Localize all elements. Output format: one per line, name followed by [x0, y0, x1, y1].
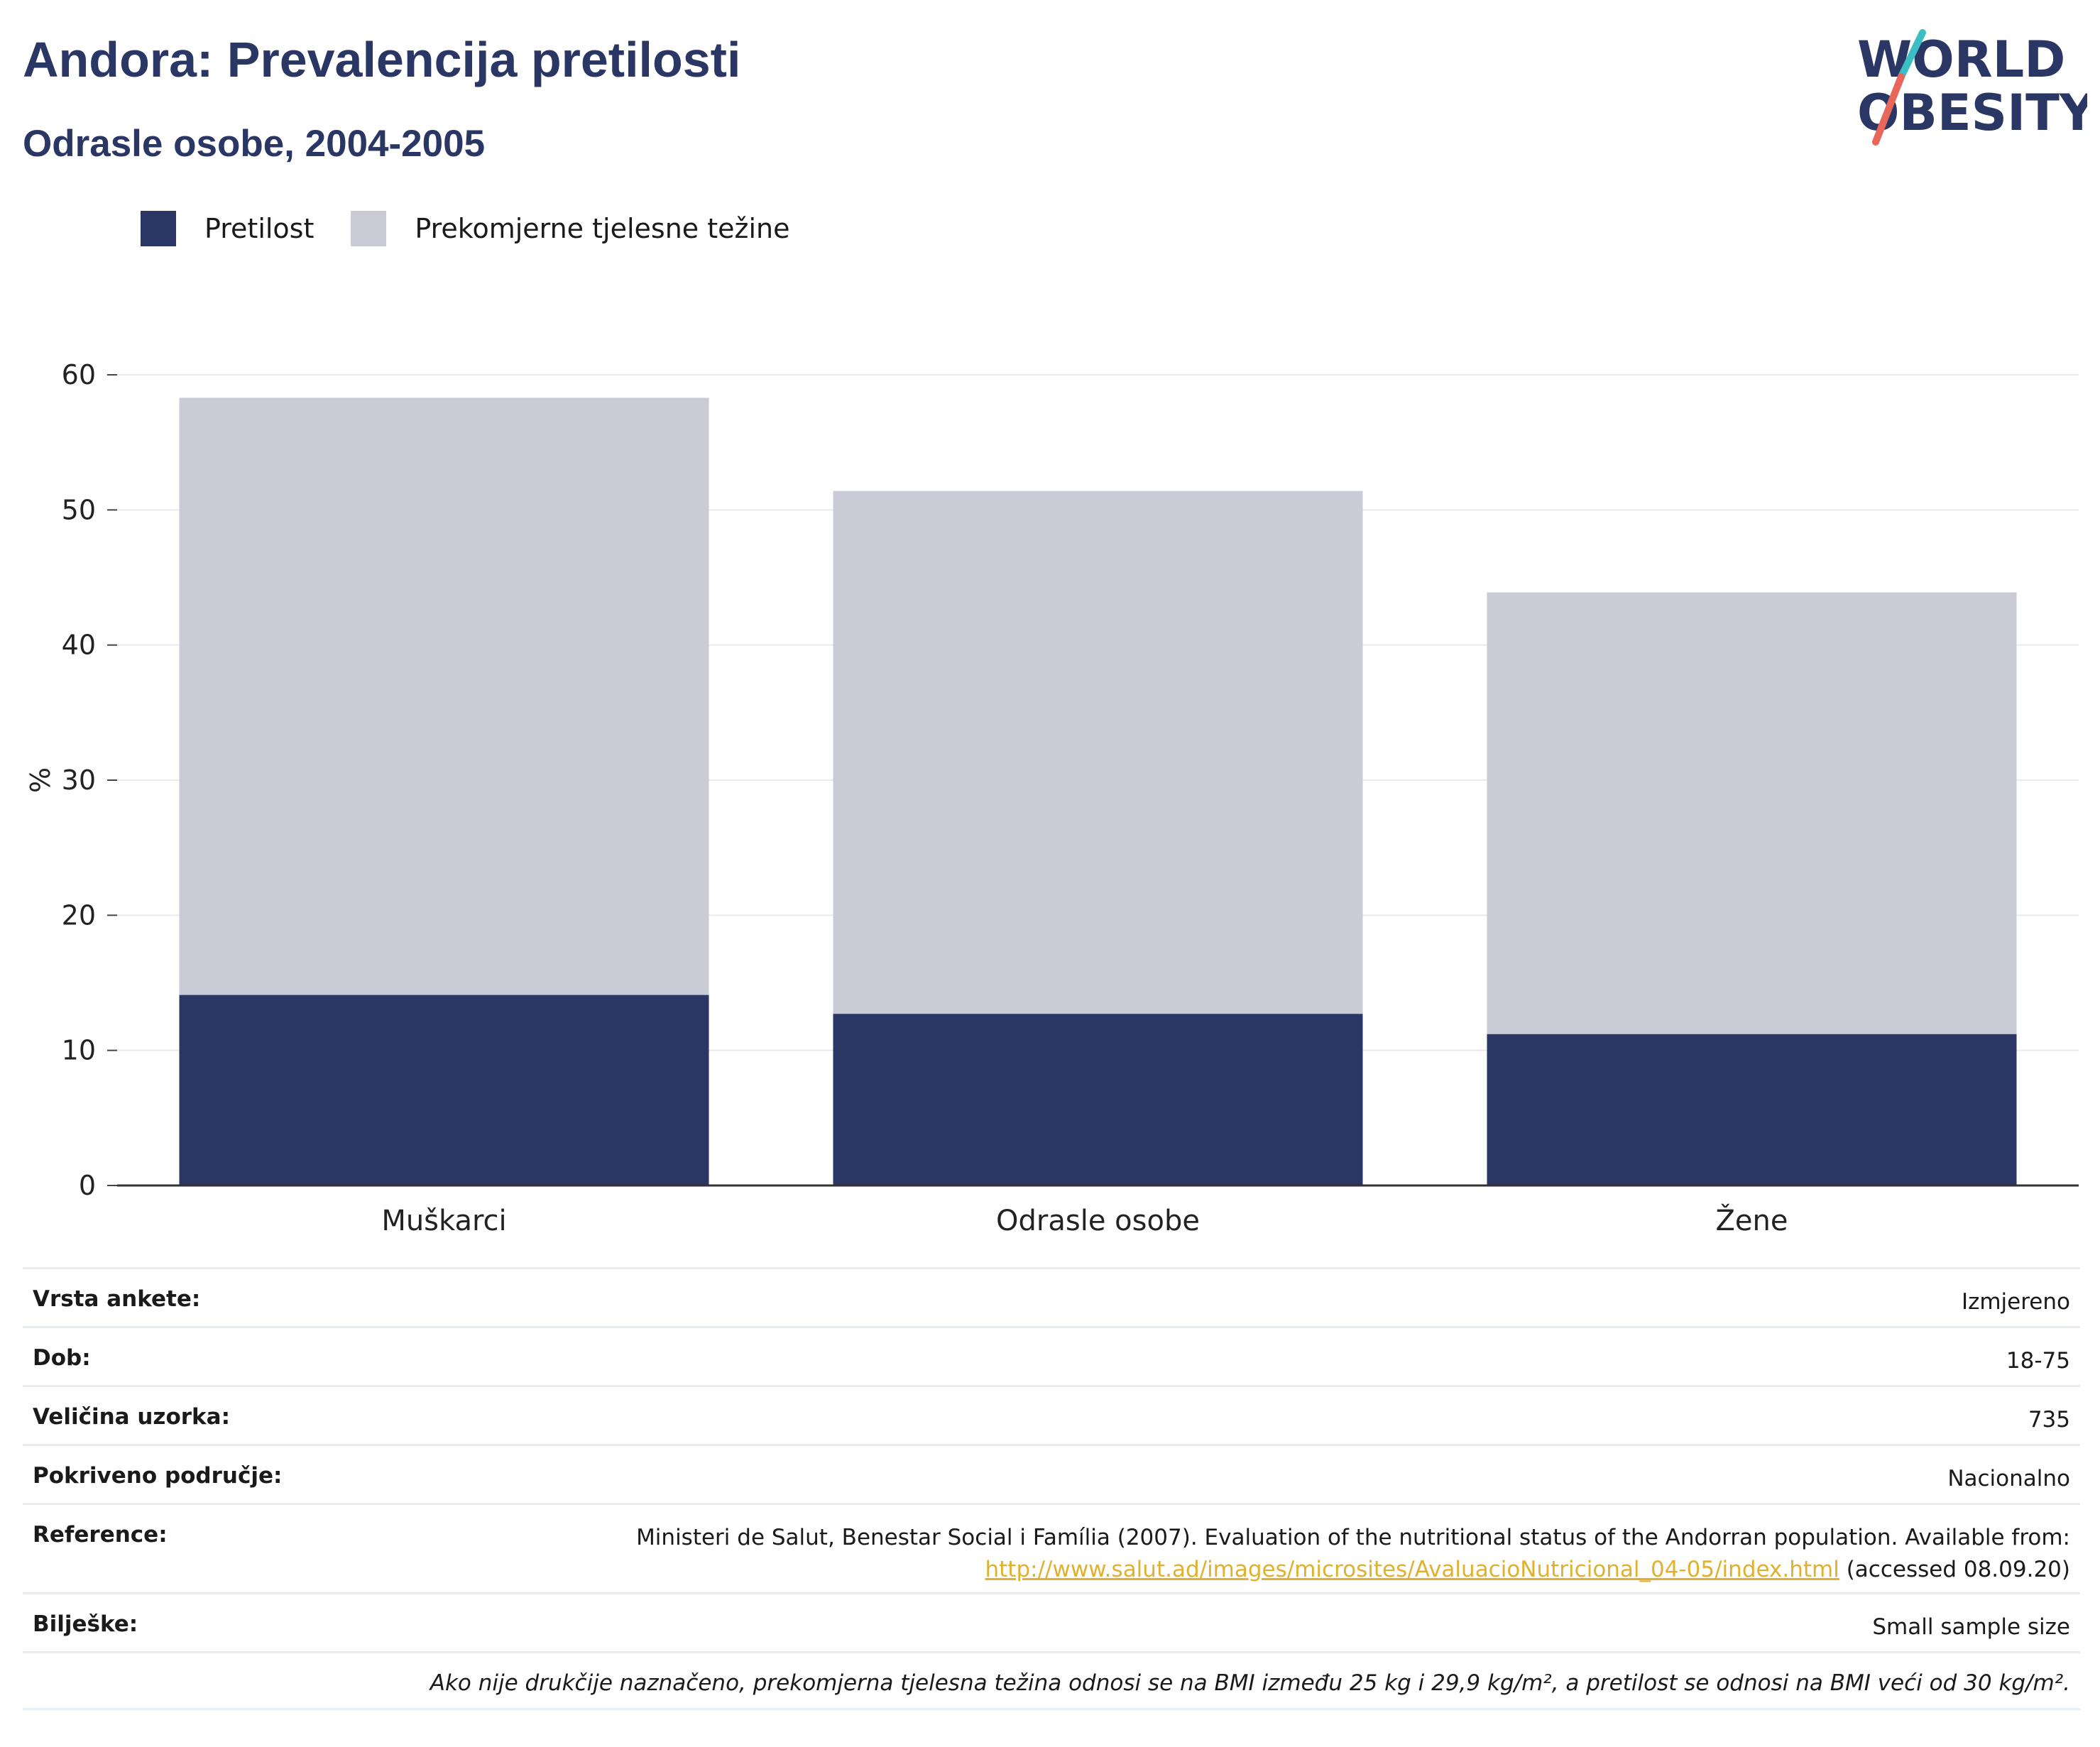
reference-citation: Ministeri de Salut, Benestar Social i Fa… — [636, 1525, 2070, 1550]
x-category-label: Muškarci — [381, 1205, 506, 1235]
meta-key: Reference: — [33, 1522, 168, 1548]
meta-row-area-covered: Pokriveno područje: Nacionalno — [23, 1444, 2080, 1503]
legend-swatch-obesity — [141, 211, 176, 246]
meta-row-notes: Bilješke: Small sample size — [23, 1592, 2080, 1651]
meta-key: Vrsta ankete: — [33, 1286, 201, 1312]
bar-chart: 0 10 20 30 40 50 60% Muškarci Odrasle osobe Žene — [25, 359, 2079, 1235]
bar-pretilost — [179, 995, 709, 1185]
legend-label-overweight: Prekomjerne tjelesne težine — [415, 213, 790, 244]
reference-link[interactable]: http://www.salut.ad/images/microsites/Av… — [985, 1557, 1839, 1582]
meta-row-survey-type: Vrsta ankete: Izmjereno — [23, 1267, 2080, 1326]
legend-item-overweight[interactable]: Prekomjerne tjelesne težine — [351, 211, 790, 246]
legend-swatch-overweight — [351, 211, 387, 246]
definition-footnote: Ako nije drukčije naznačeno, prekomjerna… — [430, 1670, 2070, 1696]
y-tick-label: 20 — [62, 899, 96, 931]
legend-label-obesity: Pretilost — [204, 213, 315, 244]
x-category-label: Odrasle osobe — [996, 1205, 1200, 1235]
meta-key: Bilješke: — [33, 1611, 138, 1637]
logo-slash-teal — [1898, 29, 1926, 80]
reference-accessed: (accessed 08.09.20) — [1839, 1557, 2070, 1582]
legend: Pretilost Prekomjerne tjelesne težine — [141, 210, 827, 247]
bar-pretilost — [833, 1014, 1363, 1185]
page-subtitle: Odrasle osobe, 2004-2005 — [23, 123, 486, 165]
meta-key: Pokriveno područje: — [33, 1463, 283, 1489]
logo-line1: WORLD — [1857, 31, 2065, 89]
y-axis-label: % — [25, 767, 56, 793]
y-tick-label: 50 — [62, 494, 96, 525]
logo-slash-coral — [1872, 73, 1905, 146]
meta-row-footnote: Ako nije drukčije naznačeno, prekomjerna… — [23, 1651, 2080, 1710]
bar-pretilost — [1487, 1034, 2017, 1185]
meta-row-sample-size: Veličina uzorka: 735 — [23, 1385, 2080, 1444]
legend-item-obesity[interactable]: Pretilost — [141, 211, 314, 246]
meta-key: Dob: — [33, 1345, 91, 1371]
meta-row-age: Dob: 18-75 — [23, 1326, 2080, 1385]
y-tick-label: 0 — [79, 1170, 96, 1201]
meta-value: Nacionalno — [1947, 1466, 2070, 1491]
y-tick-label: 40 — [62, 630, 96, 661]
meta-key: Veličina uzorka: — [33, 1404, 230, 1430]
page-title: Andora: Prevalencija pretilosti — [23, 32, 741, 87]
y-tick-label: 30 — [62, 765, 96, 796]
meta-value: 735 — [2028, 1407, 2070, 1433]
x-category-label: Žene — [1716, 1203, 1788, 1235]
meta-value: Izmjereno — [1961, 1289, 2070, 1315]
y-tick-label: 10 — [62, 1035, 96, 1066]
meta-value: 18-75 — [2006, 1348, 2070, 1374]
y-tick-label: 60 — [62, 359, 96, 390]
meta-value: Small sample size — [1872, 1614, 2070, 1640]
reference-text: Ministeri de Salut, Benestar Social i Fa… — [636, 1522, 2070, 1586]
survey-metadata-table: Vrsta ankete: Izmjereno Dob: 18-75 Velič… — [23, 1267, 2080, 1710]
world-obesity-logo: WORLD OBESITY — [1857, 29, 2087, 146]
meta-row-reference: Reference: Ministeri de Salut, Benestar … — [23, 1503, 2080, 1592]
